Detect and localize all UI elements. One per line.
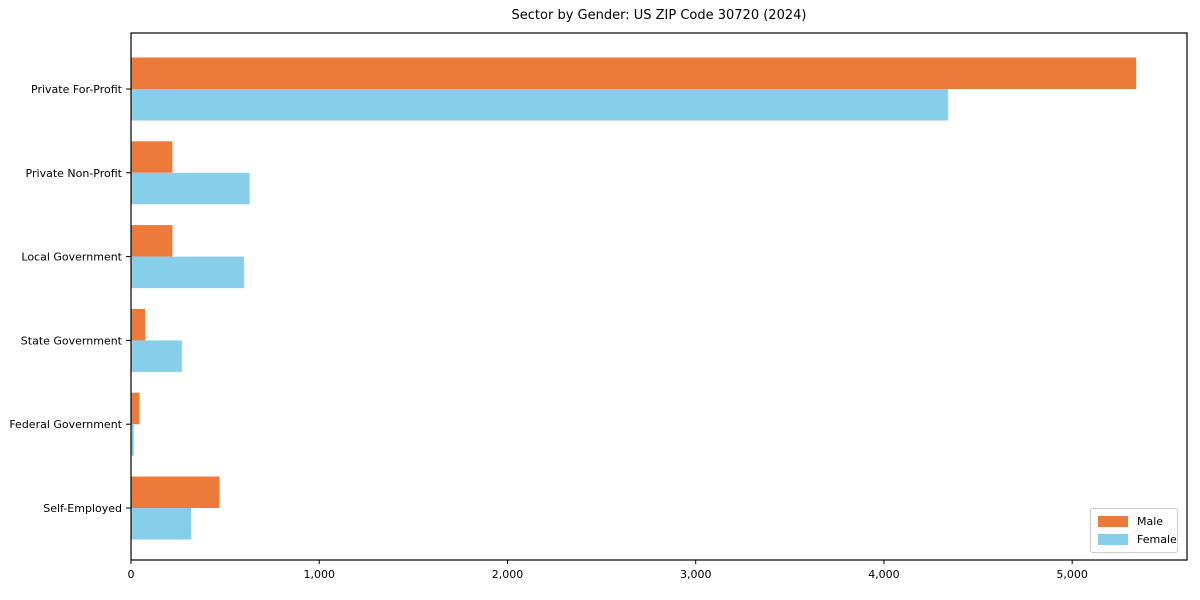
y-tick-label-state-government: State Government xyxy=(21,334,123,347)
y-tick-label-private-for-profit: Private For-Profit xyxy=(31,83,123,96)
x-tick-label: 3,000 xyxy=(680,568,712,581)
bar-male-private-for-profit xyxy=(131,57,1137,89)
bar-female-federal-government xyxy=(131,424,134,456)
x-tick-label: 5,000 xyxy=(1056,568,1088,581)
legend-item-female: Female xyxy=(1098,533,1177,546)
bar-female-self-employed xyxy=(131,508,192,540)
legend-label-female: Female xyxy=(1137,532,1177,546)
bar-female-private-for-profit xyxy=(131,89,948,121)
x-tick-label: 0 xyxy=(128,568,135,581)
legend: Male Female xyxy=(1090,508,1178,553)
bar-male-state-government xyxy=(131,308,146,341)
x-tick-label: 2,000 xyxy=(492,568,524,581)
bar-male-local-government xyxy=(131,225,173,257)
chart-title: Sector by Gender: US ZIP Code 30720 (202… xyxy=(511,8,807,23)
x-tick-label: 4,000 xyxy=(868,568,900,581)
male-series-swatch xyxy=(1098,516,1128,528)
bar-female-private-non-profit xyxy=(131,172,250,205)
legend-label-male: Male xyxy=(1137,515,1164,529)
bar-male-federal-government xyxy=(131,392,140,425)
bar-male-private-non-profit xyxy=(131,141,173,173)
legend-item-male: Male xyxy=(1098,515,1170,528)
plot-frame xyxy=(130,32,1188,561)
y-tick-label-private-non-profit: Private Non-Profit xyxy=(26,167,123,180)
y-tick-label-local-government: Local Government xyxy=(21,251,122,264)
bar-female-local-government xyxy=(131,256,244,289)
y-tick-label-self-employed: Self-Employed xyxy=(43,502,122,515)
x-tick-label: 1,000 xyxy=(303,568,335,581)
bar-male-self-employed xyxy=(131,476,220,508)
female-series-swatch xyxy=(1098,533,1128,545)
bar-female-state-government xyxy=(131,340,182,372)
y-tick-label-federal-government: Federal Government xyxy=(9,418,122,431)
